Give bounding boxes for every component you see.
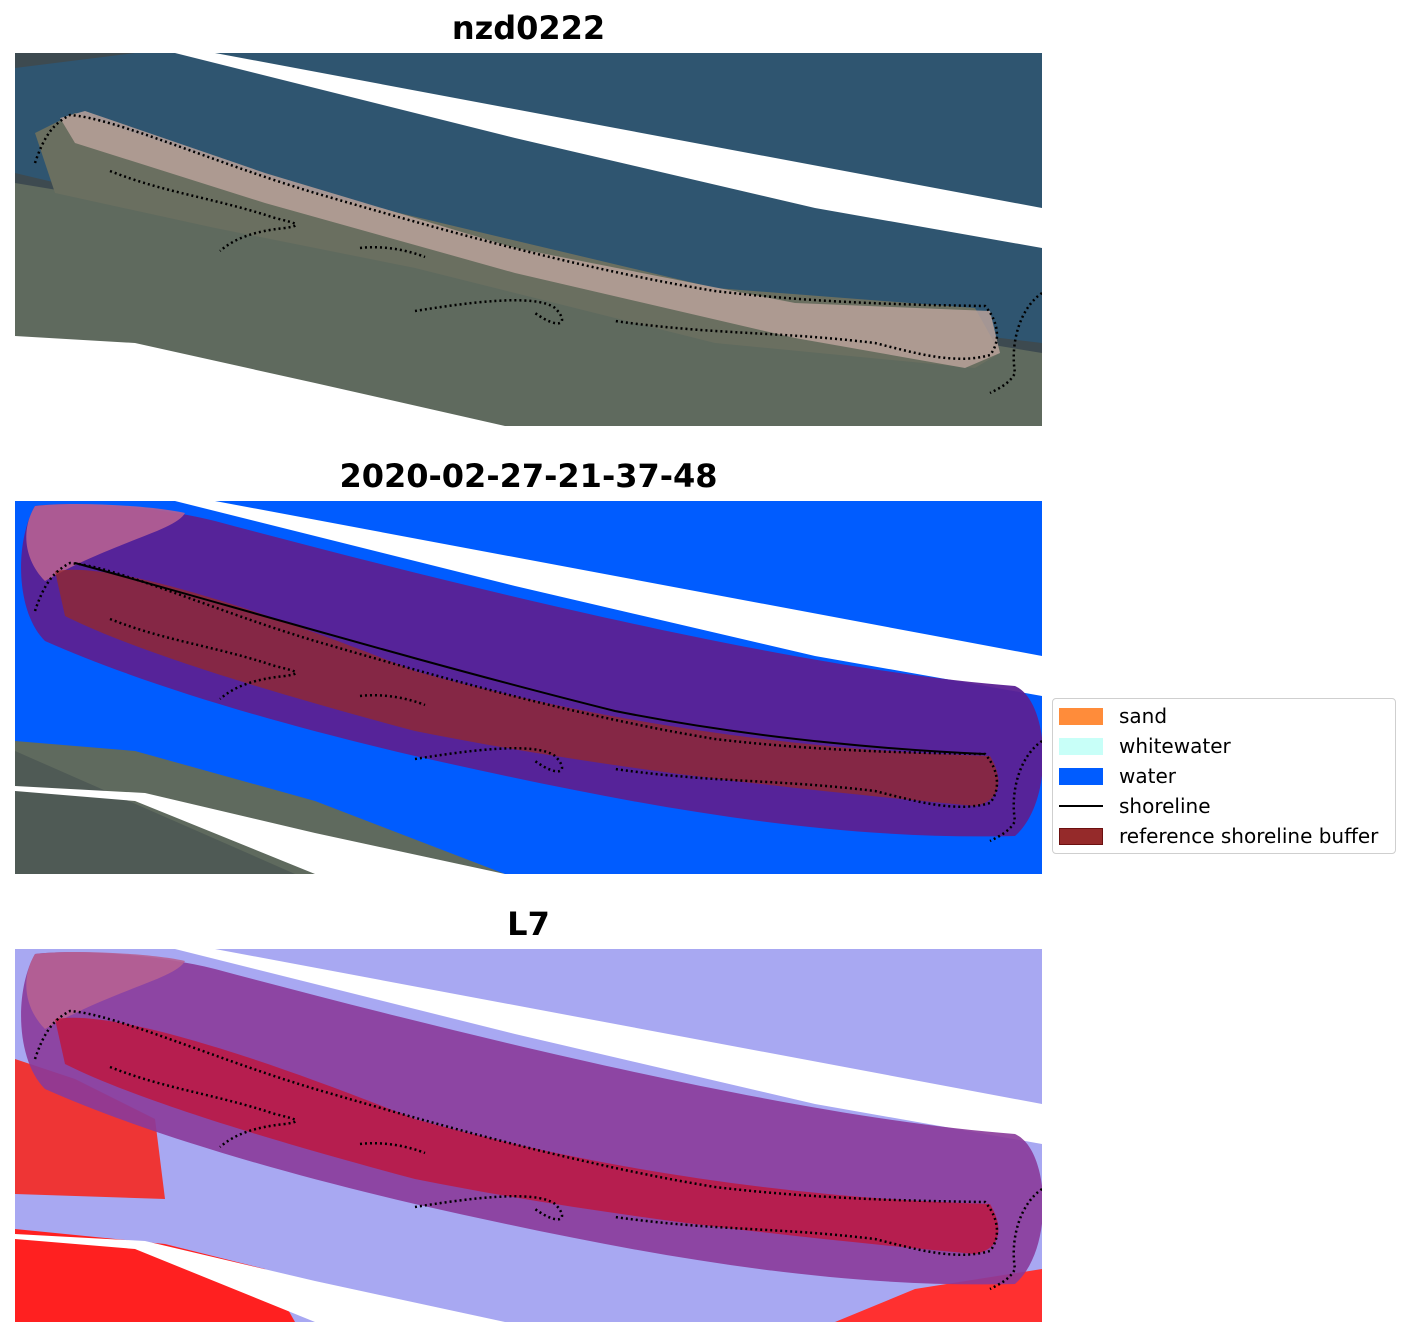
reference-shoreline-buffer: [55, 1017, 999, 1254]
nodata-gap-upper: [175, 53, 1042, 248]
land-lower: [15, 751, 295, 874]
legend-item-shoreline: shoreline: [1059, 794, 1211, 818]
shoreline-east: [989, 1187, 1042, 1291]
water-swatch: [1059, 767, 1103, 785]
reference-buffer-swatch: [1059, 827, 1103, 845]
sand-swatch: [1059, 707, 1103, 725]
index-image: [15, 949, 1042, 1322]
shoreline-inner: [109, 617, 298, 700]
rgb-satellite-image: [15, 53, 1042, 426]
reference-shoreline-buffer: [55, 569, 999, 806]
classified-image: [15, 501, 1042, 874]
shoreline-inner: [109, 1065, 298, 1148]
legend-item-whitewater: whitewater: [1059, 734, 1231, 758]
shoreline-lagoon: [414, 747, 564, 773]
nodata-gap-upper: [175, 501, 1042, 696]
shoreline-island: [359, 693, 426, 707]
shoreline-island: [359, 245, 426, 259]
legend: sand whitewater water shoreline referenc…: [1052, 698, 1396, 854]
shoreline-island: [359, 1141, 426, 1155]
shoreline-east: [989, 739, 1042, 843]
shoreline-lagoon: [414, 299, 564, 325]
shoreline: [33, 1009, 999, 1257]
nodata-gap-lower: [15, 1194, 505, 1322]
panel-title-date: 2020-02-27-21-37-48: [339, 457, 718, 495]
rgb-image-panel: [15, 53, 1042, 426]
shoreline-solid: [74, 562, 986, 755]
shoreline-lagoon: [414, 1195, 564, 1221]
ocean-area: [15, 53, 1042, 343]
classified-image-panel: [15, 501, 1042, 874]
legend-label-water: water: [1119, 764, 1176, 788]
shoreline-swatch: [1059, 805, 1103, 807]
legend-label-sand: sand: [1119, 704, 1168, 728]
shoreline: [33, 113, 999, 361]
land-area: [15, 183, 1042, 426]
shoreline-east: [989, 291, 1042, 395]
nodata-gap-lower: [15, 293, 505, 426]
nodata-gap-lower: [15, 746, 505, 874]
legend-label-whitewater: whitewater: [1119, 734, 1231, 758]
legend-item-water: water: [1059, 764, 1176, 788]
shoreline: [33, 561, 999, 809]
index-image-panel: [15, 949, 1042, 1322]
buffer-edge-pink: [26, 951, 185, 1029]
buffer-edge-pink: [26, 503, 185, 581]
positive-index-lower-left: [15, 1229, 295, 1322]
legend-item-reference-shoreline-buffer: reference shoreline buffer: [1059, 824, 1378, 848]
panel-title-index: L7: [507, 905, 550, 943]
positive-index-left: [15, 1059, 165, 1199]
whitewater-swatch: [1059, 737, 1103, 755]
nodata-gap-upper: [175, 949, 1042, 1144]
legend-label-shoreline: shoreline: [1119, 794, 1211, 818]
legend-label-reference-shoreline-buffer: reference shoreline buffer: [1119, 824, 1379, 848]
shoreline-inner: [109, 169, 298, 252]
legend-item-sand: sand: [1059, 704, 1167, 728]
panel-title-rgb: nzd0222: [451, 9, 606, 47]
sand-spit: [60, 111, 1000, 368]
